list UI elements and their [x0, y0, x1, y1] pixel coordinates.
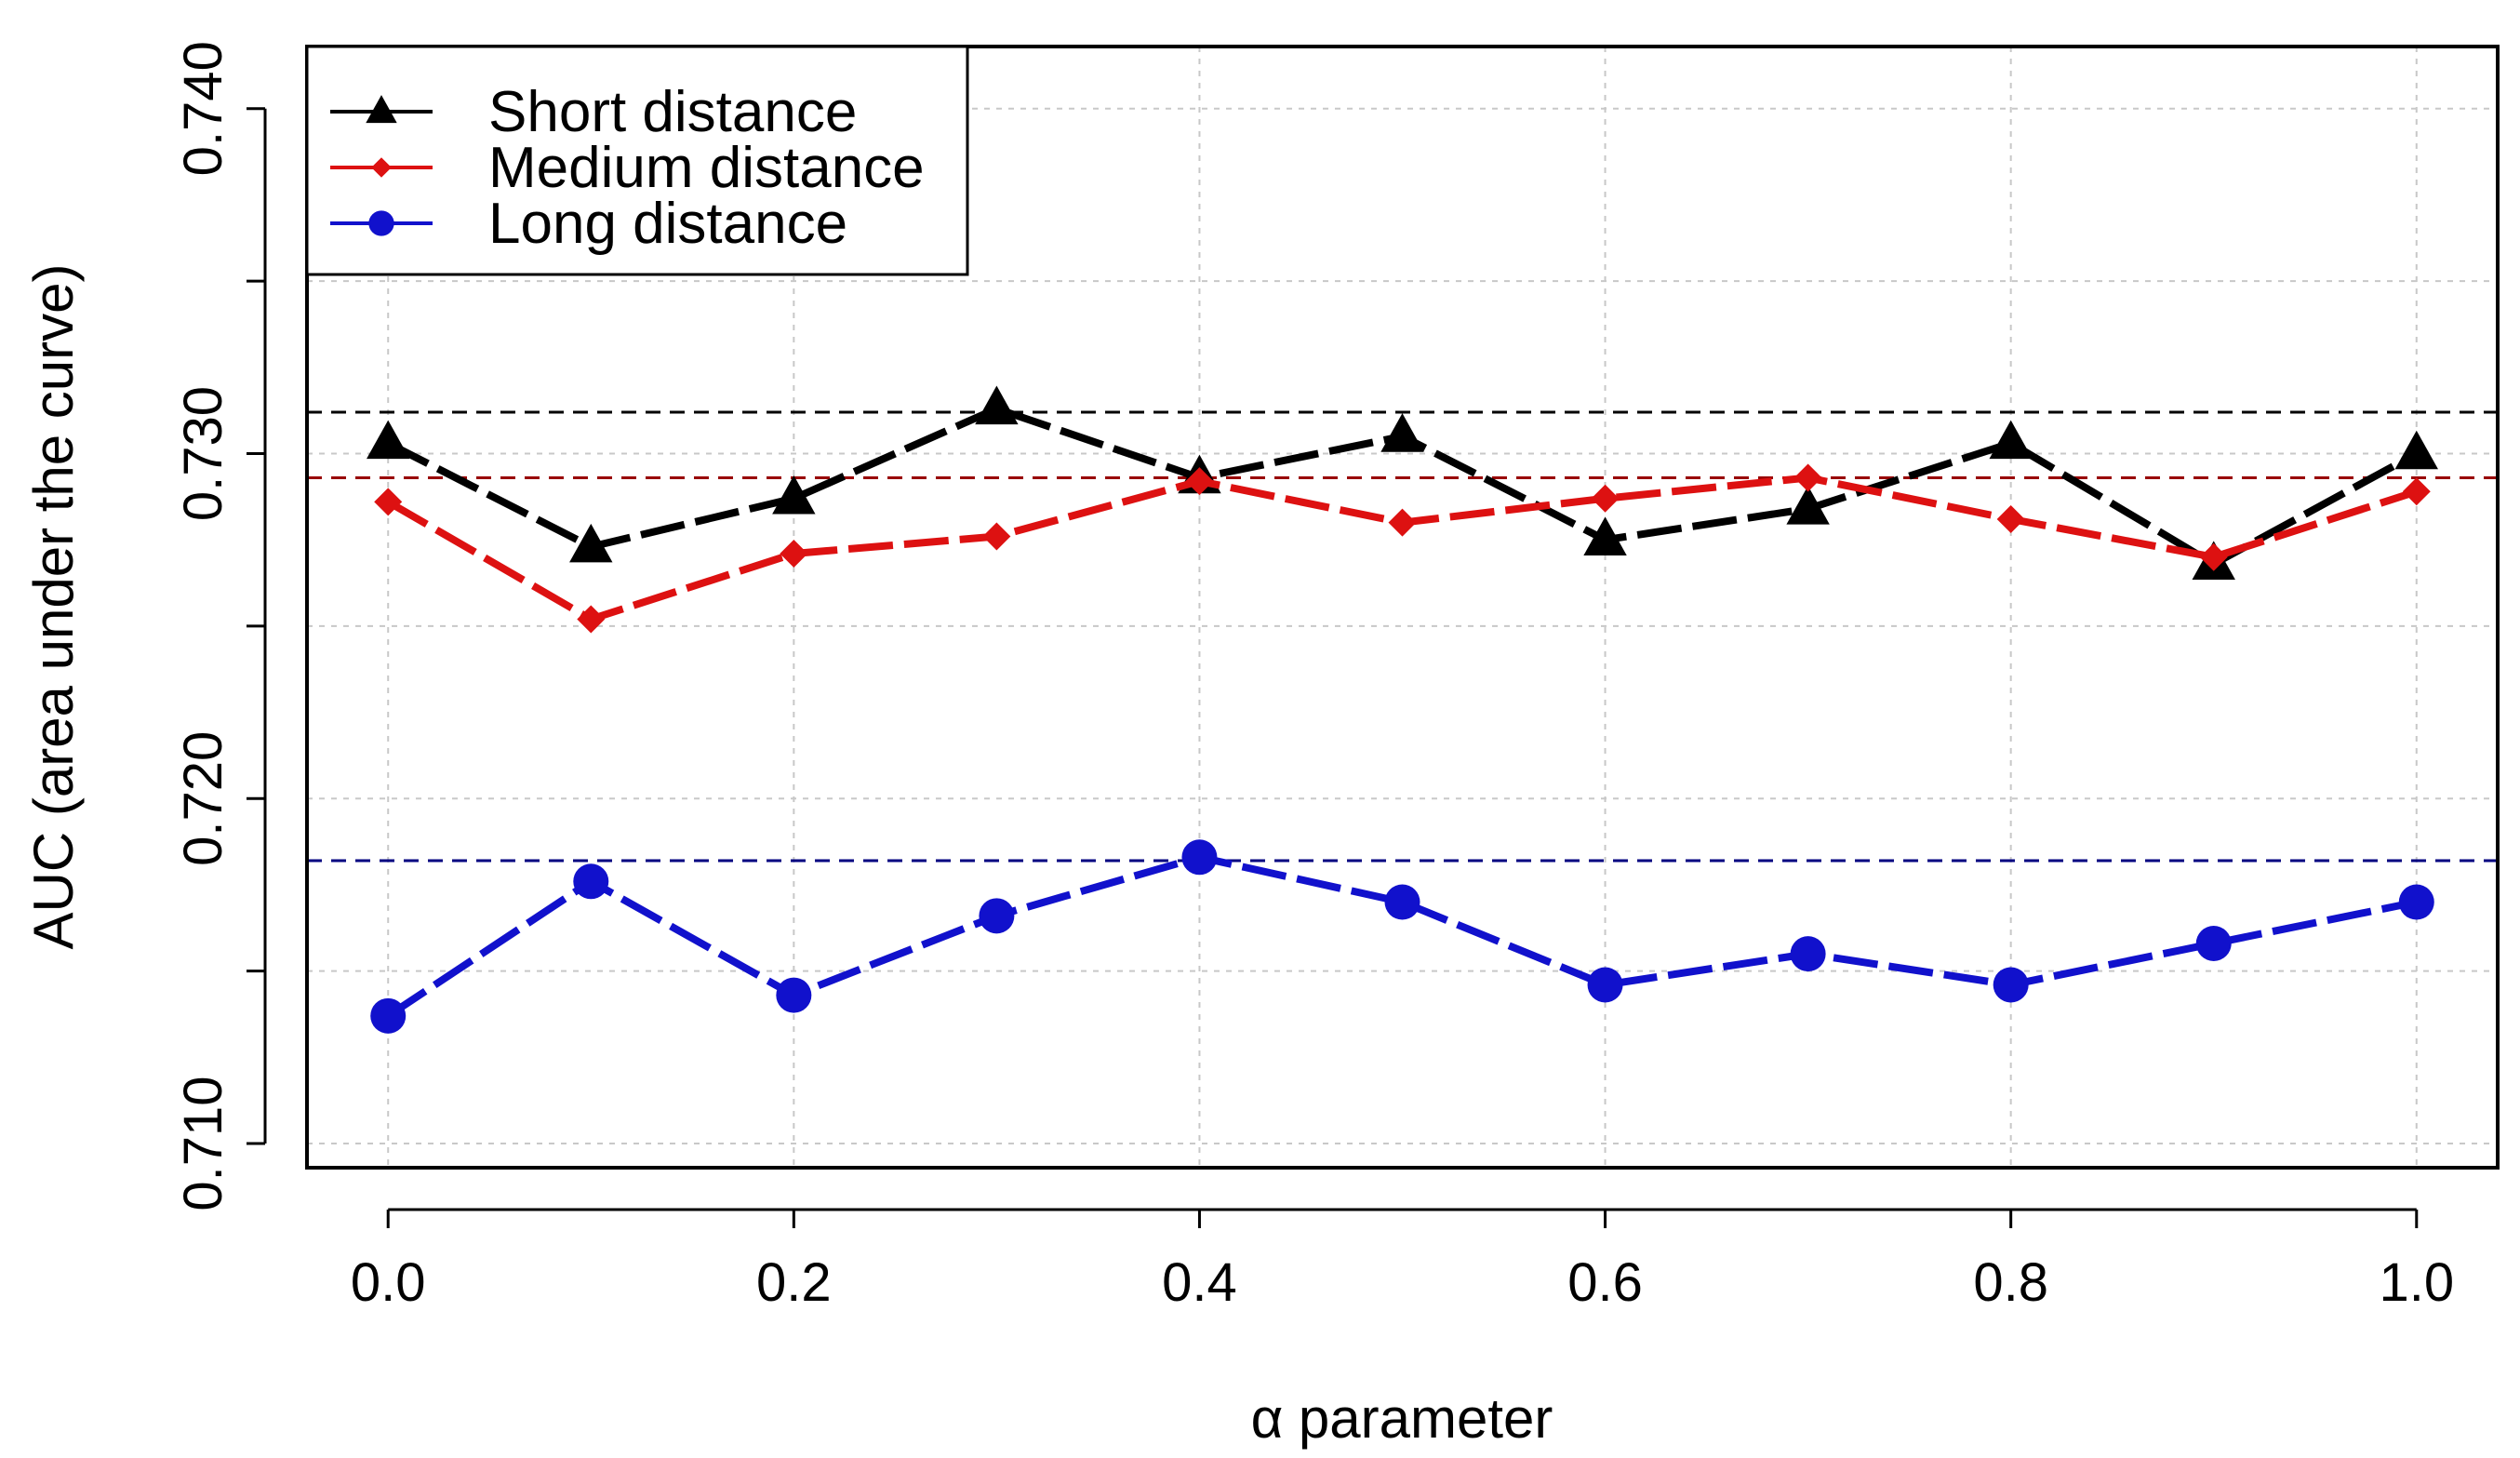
legend-label: Medium distance [488, 136, 925, 200]
x-tick-label: 0.8 [1973, 1252, 2048, 1313]
data-point [2402, 477, 2431, 506]
data-point [1996, 504, 2025, 533]
legend-marker [368, 210, 394, 236]
y-tick-label: 0.710 [173, 1076, 233, 1211]
data-point [1185, 467, 1214, 496]
y-tick-label: 0.740 [173, 41, 233, 176]
data-point [1380, 413, 1424, 452]
x-tick-label: 0.2 [756, 1252, 832, 1313]
x-axis-title: α parameter [1251, 1387, 1553, 1450]
x-tick-label: 0.0 [351, 1252, 426, 1313]
data-point [982, 522, 1011, 551]
legend-label: Short distance [488, 80, 857, 144]
y-tick-label: 0.730 [173, 386, 233, 521]
legend-label: Long distance [488, 192, 847, 256]
data-point [370, 997, 407, 1034]
x-tick-label: 1.0 [2379, 1252, 2454, 1313]
x-tick-label: 0.4 [1162, 1252, 1237, 1313]
y-axis-title: AUC (area under the curve) [22, 264, 85, 950]
data-point [979, 898, 1015, 934]
x-tick-label: 0.6 [1567, 1252, 1643, 1313]
data-point [367, 420, 410, 460]
data-point [374, 488, 403, 516]
data-point [780, 540, 808, 568]
legend-item: Short distance [330, 80, 857, 144]
data-point [2195, 926, 2232, 961]
data-point [569, 523, 613, 563]
data-point [2199, 542, 2228, 571]
data-point [772, 475, 816, 515]
data-point [1583, 516, 1627, 555]
data-point [577, 605, 606, 634]
data-point [1993, 967, 2029, 1003]
data-point [1790, 936, 1826, 972]
legend-item: Long distance [330, 192, 847, 256]
series-group [367, 385, 2438, 1034]
data-point [1591, 484, 1620, 513]
data-point [1793, 463, 1822, 492]
series [370, 839, 2434, 1034]
data-point [2398, 884, 2434, 920]
series-line [386, 853, 2418, 1020]
data-point [573, 863, 609, 900]
plot-frame [305, 45, 2500, 1170]
data-point [975, 385, 1019, 425]
data-point [1388, 508, 1417, 537]
data-point [1181, 839, 1218, 876]
series [374, 463, 2431, 634]
data-point [1989, 420, 2033, 460]
data-point [1384, 884, 1420, 920]
data-point [776, 977, 812, 1013]
y-tick-label: 0.720 [173, 731, 233, 866]
legend-marker [366, 95, 397, 124]
reference-lines [307, 410, 2498, 863]
data-point [1587, 967, 1623, 1003]
legend-marker [371, 157, 392, 178]
axes: 0.0 0.2 0.4 0.6 0.8 1.0 0.710 0.720 0.730 0.740 [173, 41, 2454, 1313]
legend-box [305, 45, 969, 276]
legend-item: Medium distance [330, 136, 925, 200]
data-point [1786, 486, 1830, 525]
data-point [2394, 430, 2438, 470]
